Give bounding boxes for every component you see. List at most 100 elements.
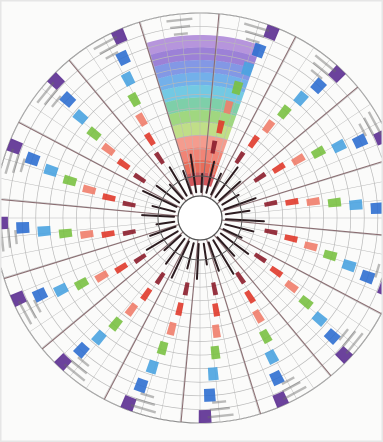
marker-cell bbox=[327, 197, 342, 208]
hand-lettering-scribble bbox=[245, 37, 260, 44]
marker-cell bbox=[135, 112, 148, 128]
marker-cell bbox=[24, 151, 41, 167]
ink-stroke bbox=[212, 239, 235, 275]
marker-cell bbox=[334, 345, 353, 364]
marker-cell bbox=[216, 120, 225, 134]
marker-cell bbox=[101, 230, 115, 239]
marker-cell bbox=[311, 311, 328, 327]
marker-cell bbox=[263, 24, 280, 41]
hand-lettering-scribble bbox=[341, 330, 357, 348]
marker-cell bbox=[210, 140, 218, 154]
wedge-divider bbox=[201, 13, 220, 197]
marker-cell bbox=[253, 252, 267, 264]
marker-cell bbox=[241, 61, 255, 77]
grid-spoke bbox=[229, 72, 346, 189]
ink-stroke bbox=[186, 242, 195, 270]
wedge-divider bbox=[220, 160, 383, 213]
marker-cell bbox=[212, 324, 221, 339]
hand-lettering-scribble bbox=[338, 328, 349, 341]
hand-lettering-scribble bbox=[173, 32, 188, 36]
grid-spoke bbox=[19, 237, 164, 315]
hand-lettering-scribble bbox=[11, 153, 20, 174]
hand-lettering-scribble bbox=[135, 398, 156, 407]
wedge-divider bbox=[18, 121, 181, 209]
marker-cell bbox=[303, 241, 318, 252]
grid-spoke bbox=[226, 59, 331, 186]
hand-lettering-scribble bbox=[209, 406, 230, 412]
marker-cell bbox=[244, 289, 257, 304]
marker-cell bbox=[264, 228, 278, 236]
marker-cell bbox=[298, 295, 314, 310]
wedge-divider bbox=[221, 219, 383, 236]
marker-cell bbox=[261, 119, 276, 134]
hand-lettering-scribble bbox=[93, 35, 118, 51]
ink-stroke bbox=[182, 169, 193, 195]
ink-stroke bbox=[155, 184, 181, 204]
wedge-divider bbox=[205, 238, 262, 415]
marker-cell bbox=[277, 104, 292, 120]
grid-spoke bbox=[54, 247, 171, 364]
wedge-divider bbox=[216, 86, 359, 205]
grid-spoke bbox=[10, 233, 162, 297]
ink-stroke bbox=[168, 166, 188, 197]
marker-cell bbox=[133, 377, 149, 394]
grid-spoke bbox=[69, 250, 174, 377]
grid-spoke bbox=[229, 247, 346, 364]
marker-cell bbox=[101, 142, 116, 157]
grid-spoke bbox=[159, 16, 193, 177]
ink-stroke bbox=[222, 228, 243, 239]
grid-spoke bbox=[238, 141, 383, 203]
hand-lettering-scribble bbox=[77, 356, 90, 367]
wedge-divider bbox=[209, 36, 297, 199]
wedge-divider bbox=[3, 223, 180, 280]
marker-cell bbox=[210, 345, 221, 360]
marker-cell bbox=[272, 391, 290, 408]
marker-cell bbox=[72, 341, 90, 359]
marker-cell bbox=[373, 129, 383, 146]
marker-cell bbox=[10, 290, 27, 308]
marker-cell bbox=[91, 329, 107, 346]
grid-spoke bbox=[215, 28, 279, 180]
marker-cell bbox=[120, 395, 137, 412]
ink-stroke bbox=[145, 230, 179, 251]
wedge-divider bbox=[68, 59, 187, 202]
marker-cell bbox=[253, 171, 267, 183]
marker-cell bbox=[115, 49, 131, 67]
marker-cell bbox=[153, 151, 165, 165]
marker-cell bbox=[108, 316, 123, 332]
marker-cell bbox=[198, 409, 212, 423]
marker-cell bbox=[285, 197, 299, 206]
marker-cell bbox=[52, 282, 69, 298]
hand-lettering-scribble bbox=[212, 400, 227, 404]
marker-cell bbox=[143, 132, 156, 147]
hand-lettering-scribble bbox=[99, 43, 118, 55]
wedge-divider bbox=[180, 239, 199, 423]
marker-cell bbox=[47, 72, 66, 91]
ink-stroke bbox=[218, 180, 242, 202]
marker-cell bbox=[43, 163, 59, 177]
hand-lettering-scribble bbox=[14, 230, 18, 245]
hand-lettering-scribble bbox=[358, 123, 368, 137]
marker-cell bbox=[82, 184, 97, 195]
hand-lettering-scribble bbox=[282, 385, 307, 401]
grid-spoke bbox=[179, 13, 197, 177]
ink-stroke bbox=[219, 232, 250, 255]
marker-cell bbox=[269, 369, 285, 387]
marker-cell bbox=[207, 366, 219, 381]
ink-stroke bbox=[170, 240, 190, 279]
grid-spoke bbox=[232, 244, 359, 349]
ink-stroke bbox=[189, 153, 198, 194]
hand-lettering-scribble bbox=[43, 88, 59, 106]
marker-cell bbox=[212, 303, 221, 317]
top-wedge-band bbox=[149, 47, 257, 70]
hand-lettering-scribble bbox=[140, 392, 155, 399]
marker-cell bbox=[223, 100, 234, 115]
marker-cell bbox=[58, 228, 73, 239]
marker-cell bbox=[359, 269, 376, 285]
marker-cell bbox=[79, 230, 94, 239]
marker-cell bbox=[263, 199, 278, 207]
grid-spoke bbox=[215, 256, 279, 408]
marker-cell bbox=[341, 259, 357, 273]
marker-cell bbox=[122, 229, 137, 237]
